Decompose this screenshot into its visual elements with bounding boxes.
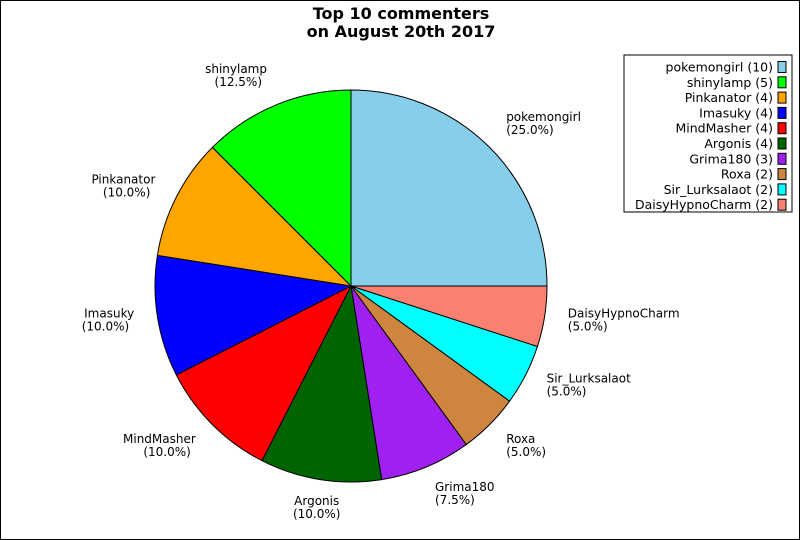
legend-swatch-daisyhypnocharm	[777, 198, 787, 211]
chart-title-line-1: Top 10 commenters	[313, 4, 490, 23]
slice-name-label-mindmasher: MindMasher	[123, 432, 196, 446]
legend-label-roxa: Roxa (2)	[721, 167, 773, 182]
legend-label-grima180: Grima180 (3)	[689, 151, 773, 166]
slice-name-label-roxa: Roxa	[506, 432, 535, 446]
legend-swatch-pokemongirl	[777, 61, 787, 73]
slice-name-label-sir-lurksalaot: Sir_Lurksalaot	[547, 372, 631, 386]
legend: pokemongirl (10)shinylamp (5)Pinkanator …	[623, 54, 793, 213]
pie-slices	[154, 89, 548, 483]
legend-label-mindmasher: MindMasher (4)	[675, 121, 773, 136]
slice-name-label-shinylamp: shinylamp	[205, 62, 267, 76]
legend-swatch-roxa	[777, 168, 787, 181]
slice-name-label-argonis: Argonis	[294, 494, 339, 508]
pie-labels: pokemongirl(25.0%)DaisyHypnoCharm(5.0%)S…	[82, 62, 680, 521]
legend-swatch-imasuky	[777, 106, 787, 119]
legend-swatch-pinkanator	[777, 91, 787, 104]
legend-label-imasuky: Imasuky (4)	[699, 105, 773, 120]
slice-name-label-imasuky: Imasuky	[84, 306, 134, 320]
slice-name-label-pokemongirl: pokemongirl	[506, 110, 581, 124]
slice-name-label-grima180: Grima180	[435, 480, 495, 494]
legend-swatch-shinylamp	[777, 76, 787, 89]
legend-label-sir-lurksalaot: Sir_Lurksalaot (2)	[664, 182, 773, 197]
slice-percent-label-shinylamp: (12.5%)	[215, 75, 262, 89]
legend-swatch-argonis	[777, 137, 787, 150]
slice-percent-label-daisyhypnocharm: (5.0%)	[568, 319, 608, 333]
slice-percent-label-pokemongirl: (25.0%)	[506, 123, 553, 137]
slice-name-label-pinkanator: Pinkanator	[91, 172, 155, 186]
legend-label-daisyhypnocharm: DaisyHypnoCharm (2)	[635, 197, 773, 212]
pie-slice-argonis	[261, 284, 383, 483]
pie-slice-pokemongirl	[350, 89, 548, 287]
slice-percent-label-imasuky: (10.0%)	[82, 319, 129, 333]
slice-percent-label-sir-lurksalaot: (5.0%)	[547, 385, 587, 399]
pie-slice-pinkanator	[156, 146, 353, 287]
chart-title-line-2: on August 20th 2017	[307, 22, 496, 41]
slice-percent-label-pinkanator: (10.0%)	[103, 185, 150, 199]
slice-percent-label-mindmasher: (10.0%)	[143, 445, 190, 459]
legend-label-argonis: Argonis (4)	[704, 136, 773, 151]
legend-box	[623, 54, 793, 213]
slice-percent-label-roxa: (5.0%)	[506, 445, 546, 459]
legend-label-shinylamp: shinylamp (5)	[687, 75, 773, 90]
legend-swatch-grima180	[777, 152, 787, 165]
pie-slice-shinylamp	[211, 89, 352, 288]
pie-slice-imasuky	[154, 254, 353, 376]
slice-percent-label-argonis: (10.0%)	[293, 507, 340, 521]
legend-swatch-mindmasher	[777, 122, 787, 135]
legend-label-pinkanator: Pinkanator (4)	[685, 90, 773, 105]
legend-swatch-sir-lurksalaot	[777, 183, 787, 196]
legend-label-pokemongirl: pokemongirl (10)	[666, 60, 773, 75]
slice-name-label-daisyhypnocharm: DaisyHypnoCharm	[568, 306, 680, 320]
pie-slice-mindmasher	[175, 284, 353, 462]
slice-percent-label-grima180: (7.5%)	[435, 493, 475, 507]
